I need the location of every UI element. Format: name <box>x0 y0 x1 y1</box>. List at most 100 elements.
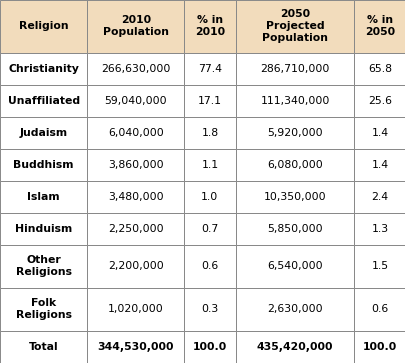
Text: 1.5: 1.5 <box>371 261 388 271</box>
Text: 0.7: 0.7 <box>201 224 218 234</box>
Text: 2,630,000: 2,630,000 <box>266 305 322 314</box>
Bar <box>184 0 235 53</box>
Text: 2050
Projected
Population: 2050 Projected Population <box>261 9 327 44</box>
Bar <box>235 181 354 213</box>
Text: 100.0: 100.0 <box>192 342 226 352</box>
Text: 2,200,000: 2,200,000 <box>108 261 163 271</box>
Bar <box>235 85 354 117</box>
Text: Hinduism: Hinduism <box>15 224 72 234</box>
Bar <box>184 53 235 85</box>
Bar <box>87 117 184 149</box>
Text: 6,040,000: 6,040,000 <box>108 128 163 138</box>
Bar <box>184 288 235 331</box>
Bar <box>0 85 87 117</box>
Text: 1.1: 1.1 <box>201 160 218 170</box>
Bar <box>235 213 354 245</box>
Bar <box>0 331 87 363</box>
Bar <box>87 288 184 331</box>
Text: 1.3: 1.3 <box>371 224 388 234</box>
Bar <box>184 181 235 213</box>
Bar <box>354 149 405 181</box>
Text: 1.4: 1.4 <box>371 128 388 138</box>
Text: 344,530,000: 344,530,000 <box>97 342 174 352</box>
Text: 0.6: 0.6 <box>201 261 218 271</box>
Text: % in
2050: % in 2050 <box>364 15 394 37</box>
Text: Christianity: Christianity <box>8 64 79 74</box>
Bar <box>184 149 235 181</box>
Text: 6,080,000: 6,080,000 <box>266 160 322 170</box>
Text: 0.3: 0.3 <box>201 305 218 314</box>
Text: 77.4: 77.4 <box>197 64 222 74</box>
Text: 2,250,000: 2,250,000 <box>108 224 163 234</box>
Text: 59,040,000: 59,040,000 <box>104 96 167 106</box>
Bar <box>354 331 405 363</box>
Text: Unaffiliated: Unaffiliated <box>8 96 80 106</box>
Text: Folk
Religions: Folk Religions <box>16 298 72 321</box>
Bar <box>235 288 354 331</box>
Bar <box>235 149 354 181</box>
Bar <box>354 85 405 117</box>
Text: 435,420,000: 435,420,000 <box>256 342 333 352</box>
Text: 17.1: 17.1 <box>197 96 222 106</box>
Bar <box>0 149 87 181</box>
Bar <box>87 53 184 85</box>
Text: 65.8: 65.8 <box>367 64 391 74</box>
Bar <box>184 85 235 117</box>
Text: Buddhism: Buddhism <box>13 160 74 170</box>
Bar <box>87 181 184 213</box>
Text: 3,480,000: 3,480,000 <box>108 192 163 202</box>
Text: 3,860,000: 3,860,000 <box>108 160 163 170</box>
Bar <box>184 117 235 149</box>
Bar <box>354 53 405 85</box>
Text: % in
2010: % in 2010 <box>194 15 224 37</box>
Bar <box>87 331 184 363</box>
Bar <box>184 245 235 288</box>
Bar <box>0 53 87 85</box>
Text: 2.4: 2.4 <box>371 192 388 202</box>
Text: 1,020,000: 1,020,000 <box>108 305 163 314</box>
Text: 111,340,000: 111,340,000 <box>260 96 329 106</box>
Text: 0.6: 0.6 <box>371 305 388 314</box>
Text: 100.0: 100.0 <box>362 342 396 352</box>
Bar <box>235 117 354 149</box>
Bar <box>87 213 184 245</box>
Bar <box>354 181 405 213</box>
Text: Other
Religions: Other Religions <box>16 255 72 277</box>
Text: Islam: Islam <box>28 192 60 202</box>
Bar <box>354 0 405 53</box>
Bar <box>235 331 354 363</box>
Text: 5,850,000: 5,850,000 <box>266 224 322 234</box>
Bar <box>354 245 405 288</box>
Bar <box>354 288 405 331</box>
Text: 25.6: 25.6 <box>367 96 391 106</box>
Bar <box>0 213 87 245</box>
Text: 1.0: 1.0 <box>201 192 218 202</box>
Bar <box>354 117 405 149</box>
Text: Total: Total <box>29 342 58 352</box>
Text: 1.8: 1.8 <box>201 128 218 138</box>
Bar <box>0 181 87 213</box>
Bar <box>0 117 87 149</box>
Text: 5,920,000: 5,920,000 <box>266 128 322 138</box>
Bar <box>87 245 184 288</box>
Bar <box>0 0 87 53</box>
Text: 1.4: 1.4 <box>371 160 388 170</box>
Text: 286,710,000: 286,710,000 <box>260 64 329 74</box>
Bar <box>184 213 235 245</box>
Text: Religion: Religion <box>19 21 68 31</box>
Bar <box>87 149 184 181</box>
Text: 6,540,000: 6,540,000 <box>266 261 322 271</box>
Bar <box>184 331 235 363</box>
Bar <box>235 0 354 53</box>
Bar <box>87 0 184 53</box>
Bar <box>87 85 184 117</box>
Bar <box>235 245 354 288</box>
Bar <box>235 53 354 85</box>
Text: 2010
Population: 2010 Population <box>102 15 168 37</box>
Bar <box>0 245 87 288</box>
Bar <box>0 288 87 331</box>
Text: 266,630,000: 266,630,000 <box>101 64 170 74</box>
Bar <box>354 213 405 245</box>
Text: 10,350,000: 10,350,000 <box>263 192 326 202</box>
Text: Judaism: Judaism <box>19 128 68 138</box>
